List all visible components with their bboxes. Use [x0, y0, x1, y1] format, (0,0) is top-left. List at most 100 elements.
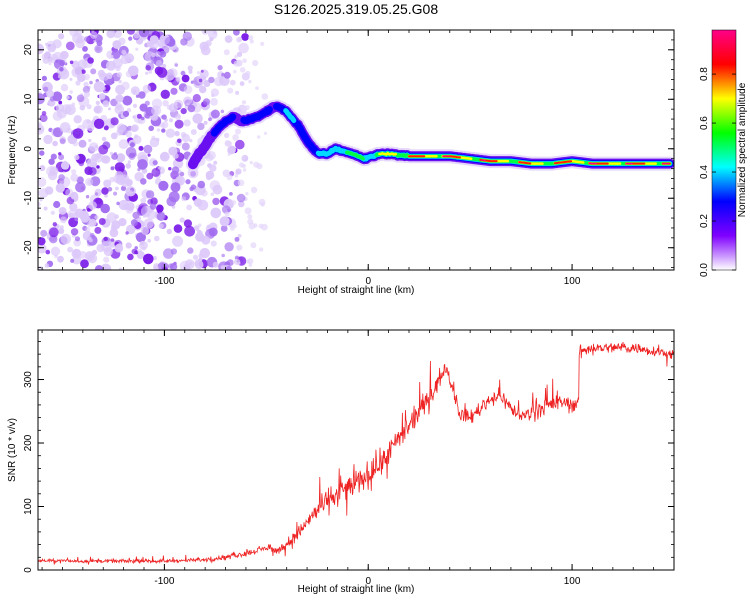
noise-blob	[87, 57, 94, 64]
noise-blob	[200, 69, 204, 73]
noise-blob	[60, 216, 67, 224]
noise-blob	[151, 167, 161, 177]
noise-blob	[58, 154, 65, 161]
noise-blob	[50, 246, 61, 256]
noise-blob	[38, 237, 46, 246]
noise-blob	[214, 76, 224, 87]
noise-blob	[235, 139, 245, 150]
noise-blob	[69, 30, 79, 37]
noise-blob	[79, 251, 87, 259]
colorbar: 0.0 0.2 0.4 0.6 0.8 Normalized spectral ampl…	[699, 29, 748, 277]
noise-blob	[170, 87, 178, 95]
y-tick-label: 300	[23, 371, 34, 388]
noise-blob	[60, 83, 69, 92]
noise-blob	[125, 70, 133, 78]
noise-blob	[132, 103, 138, 108]
spectrogram-frame	[37, 29, 675, 271]
noise-blob	[98, 144, 109, 155]
noise-blob	[212, 261, 219, 268]
noise-blob	[106, 30, 116, 39]
noise-blob	[52, 127, 63, 138]
noise-blob	[235, 128, 241, 135]
noise-blob	[59, 138, 66, 145]
noise-blob	[199, 85, 207, 94]
noise-blob	[212, 184, 223, 195]
noise-blob	[95, 100, 100, 105]
noise-blob	[147, 153, 151, 157]
noise-blob	[169, 118, 173, 123]
noise-blob	[103, 236, 108, 242]
noise-blob	[132, 115, 136, 119]
noise-blob	[208, 117, 212, 122]
noise-blob	[198, 78, 203, 83]
noise-blob	[73, 115, 82, 124]
noise-blob	[170, 182, 181, 193]
noise-blob	[89, 80, 93, 85]
noise-blob	[76, 94, 85, 103]
noise-blob	[181, 196, 187, 202]
noise-blob	[70, 173, 79, 182]
snr-series-line	[38, 342, 674, 565]
noise-blob	[209, 164, 217, 172]
noise-blob	[118, 267, 123, 270]
noise-blob	[48, 227, 59, 238]
colorbar-ticks: 0.0 0.2 0.4 0.6 0.8	[699, 67, 736, 277]
noise-blob	[93, 39, 97, 43]
y-tick-label: -20	[23, 240, 34, 255]
noise-blob	[192, 254, 199, 260]
noise-blob	[45, 249, 51, 255]
noise-blob	[93, 81, 105, 93]
noise-blob	[49, 235, 58, 244]
y-tick-label: 100	[23, 498, 34, 515]
x-tick-label: 0	[365, 576, 371, 587]
noise-blob	[100, 203, 110, 214]
noise-blob	[261, 93, 269, 100]
noise-blob	[183, 96, 192, 106]
noise-blob	[140, 197, 147, 204]
noise-blob	[109, 228, 119, 238]
noise-blob	[91, 153, 99, 162]
noise-blob	[236, 51, 243, 58]
noise-blob	[101, 136, 107, 142]
noise-blob	[220, 265, 226, 270]
noise-blob	[145, 65, 151, 71]
noise-blob	[258, 223, 264, 229]
noise-blob	[115, 186, 119, 191]
noise-blob	[201, 45, 211, 56]
noise-blob	[71, 169, 77, 175]
noise-blob	[60, 161, 70, 170]
noise-blob	[46, 89, 54, 98]
noise-blob	[38, 43, 44, 55]
noise-blob	[137, 168, 141, 172]
noise-blob	[193, 198, 203, 207]
noise-blob	[187, 65, 193, 71]
noise-blob	[258, 198, 266, 206]
noise-blob	[231, 200, 237, 205]
noise-blob	[226, 140, 232, 147]
noise-blob	[227, 152, 231, 156]
chart-title: S126.2025.319.05.25.G08	[274, 1, 438, 17]
noise-blob	[66, 95, 70, 100]
noise-blob	[77, 73, 86, 82]
noise-blob	[49, 96, 56, 102]
noise-blob	[156, 212, 166, 221]
noise-blob	[69, 202, 78, 212]
noise-blob	[234, 54, 239, 59]
noise-blob	[176, 113, 181, 118]
noise-blob	[50, 210, 55, 215]
noise-blob	[84, 36, 90, 42]
noise-blob	[190, 80, 195, 84]
noise-blob	[169, 263, 178, 270]
noise-blob	[206, 224, 211, 228]
noise-blob	[219, 216, 230, 227]
noise-blob	[236, 193, 246, 203]
noise-blob	[127, 253, 134, 261]
noise-blob	[129, 142, 135, 148]
noise-blob	[88, 218, 97, 227]
noise-blob	[235, 170, 240, 175]
noise-blob	[193, 225, 200, 231]
noise-blob	[94, 215, 99, 220]
noise-blob	[44, 186, 54, 195]
noise-blob	[143, 144, 153, 154]
noise-blob	[74, 236, 81, 242]
